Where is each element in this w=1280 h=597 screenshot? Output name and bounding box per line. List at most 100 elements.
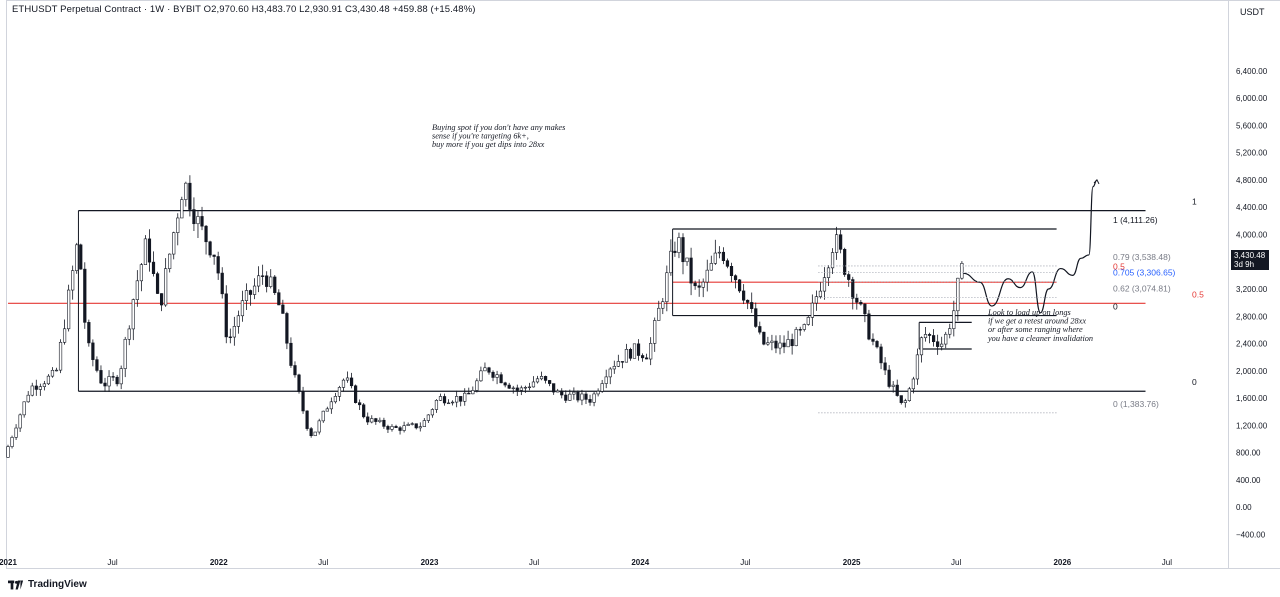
candle-up xyxy=(713,252,717,264)
candle-down xyxy=(382,419,386,427)
candle-up xyxy=(834,234,839,253)
y-tick-label: 5,600.00 xyxy=(1236,121,1268,130)
candle-down xyxy=(87,322,91,344)
candle-down xyxy=(103,382,107,387)
candle-up xyxy=(539,376,544,380)
candle-up xyxy=(592,393,596,403)
candle-up xyxy=(479,370,483,382)
candle-down xyxy=(91,342,95,360)
candle-down xyxy=(220,272,224,295)
candle-up xyxy=(580,393,584,401)
x-tick-label: 2022 xyxy=(210,558,228,567)
candle-down xyxy=(491,371,495,378)
candle-down xyxy=(543,376,548,381)
x-tick-label: Jul xyxy=(951,558,961,567)
candle-up xyxy=(677,237,681,253)
candle-up xyxy=(786,339,790,348)
candle-down xyxy=(83,268,87,323)
candle-down xyxy=(863,303,867,315)
candle-up xyxy=(164,268,168,306)
candle-down xyxy=(859,301,863,305)
candle-down xyxy=(790,339,794,347)
candle-up xyxy=(180,199,184,219)
candle-up xyxy=(430,409,435,416)
candle-up xyxy=(960,263,964,279)
x-tick-label: 2026 xyxy=(1053,558,1071,567)
candle-up xyxy=(176,217,180,233)
y-tick-label: 4,400.00 xyxy=(1236,203,1268,212)
candle-up xyxy=(422,420,426,427)
candle-up xyxy=(802,324,806,330)
candle-down xyxy=(693,282,697,287)
candle-down xyxy=(358,402,362,406)
price-scale[interactable] xyxy=(1229,0,1280,569)
candle-down xyxy=(34,385,38,390)
candle-down xyxy=(273,276,277,293)
candle-down xyxy=(212,254,216,257)
candle-down xyxy=(208,241,212,256)
candle-up xyxy=(919,337,924,356)
candle-down xyxy=(883,362,887,371)
candle-down xyxy=(216,256,220,274)
candle-down xyxy=(111,376,115,378)
candle-down xyxy=(467,392,471,395)
candle-down xyxy=(721,251,726,261)
candle-down xyxy=(584,393,588,400)
candle-up xyxy=(232,326,236,338)
y-tick-label: 1,200.00 xyxy=(1236,421,1268,430)
x-tick-label: 2025 xyxy=(843,558,861,567)
candle-up xyxy=(196,216,200,225)
projection-path xyxy=(963,179,1100,314)
candle-up xyxy=(75,244,79,271)
candle-down xyxy=(560,390,564,396)
candle-down xyxy=(277,292,281,306)
currency-label[interactable]: USDT xyxy=(1240,7,1265,17)
candle-down xyxy=(636,343,641,356)
candle-down xyxy=(442,396,447,404)
candle-up xyxy=(370,418,374,423)
candle-up xyxy=(378,419,382,422)
candle-down xyxy=(895,384,899,396)
tradingview-logo[interactable]: TradingView xyxy=(8,579,87,590)
chart-pane[interactable] xyxy=(6,0,1229,569)
candle-up xyxy=(915,354,920,380)
candle-down xyxy=(855,297,859,303)
annotation-line: Look to load up on longs xyxy=(987,308,1071,317)
candle-up xyxy=(317,420,321,433)
candle-down xyxy=(867,313,871,340)
candle-down xyxy=(887,369,891,387)
symbol-legend-text: ETHUSDT Perpetual Contract · 1W · BYBIT … xyxy=(12,4,476,15)
candle-up xyxy=(455,396,459,403)
fib-level-label: 0.79 (3,538.48) xyxy=(1113,252,1171,262)
candle-down xyxy=(628,349,633,359)
candle-down xyxy=(733,275,738,281)
y-tick-label: 3,200.00 xyxy=(1236,285,1268,294)
candle-up xyxy=(58,341,63,371)
candle-down xyxy=(640,355,645,359)
candle-down xyxy=(564,394,568,401)
range-level-label: 0.5 xyxy=(1192,289,1204,299)
candle-down xyxy=(394,426,398,428)
candle-down xyxy=(297,374,301,392)
candle-up xyxy=(806,317,810,325)
candle-down xyxy=(875,341,879,348)
candle-down xyxy=(459,396,463,402)
fib-level-label: 0.705 (3,306.65) xyxy=(1113,268,1176,278)
candle-down xyxy=(151,261,156,274)
candle-down xyxy=(879,346,883,364)
candle-up xyxy=(770,340,774,343)
candle-up xyxy=(26,394,30,403)
candle-down xyxy=(742,290,746,301)
candle-up xyxy=(810,302,814,318)
candle-up xyxy=(608,368,612,378)
candle-up xyxy=(390,426,394,430)
candle-down xyxy=(99,370,103,384)
y-tick-label: 2,000.00 xyxy=(1236,367,1268,376)
candle-up xyxy=(661,301,665,309)
candle-up xyxy=(119,368,123,385)
candle-down xyxy=(192,209,196,225)
candle-down xyxy=(79,244,83,270)
candle-down xyxy=(871,338,875,342)
candle-down xyxy=(758,326,762,333)
candle-up xyxy=(451,401,455,404)
